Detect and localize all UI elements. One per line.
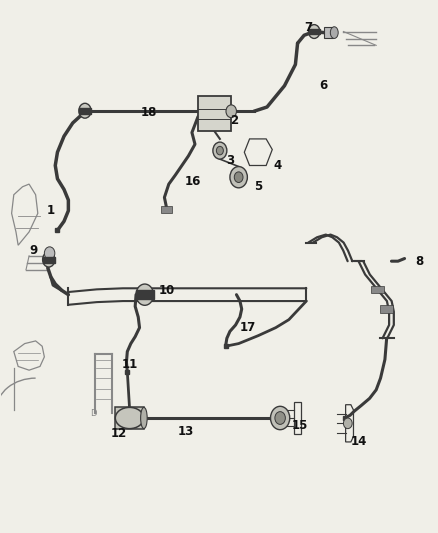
Circle shape	[44, 247, 55, 260]
Text: D: D	[90, 409, 97, 418]
Text: 3: 3	[226, 154, 234, 167]
Circle shape	[216, 147, 223, 155]
Text: 18: 18	[141, 106, 157, 119]
Circle shape	[226, 105, 237, 118]
Circle shape	[136, 284, 153, 305]
Text: 15: 15	[292, 419, 308, 432]
Text: 4: 4	[274, 159, 282, 172]
Circle shape	[230, 166, 247, 188]
Text: 12: 12	[110, 427, 127, 440]
Circle shape	[42, 252, 55, 267]
Text: 2: 2	[230, 114, 238, 127]
Text: 8: 8	[416, 255, 424, 268]
Circle shape	[79, 103, 91, 118]
Circle shape	[343, 418, 352, 429]
Text: 7: 7	[304, 21, 313, 34]
Bar	[161, 206, 172, 213]
Bar	[42, 256, 55, 263]
Bar	[115, 407, 144, 429]
Text: 17: 17	[239, 321, 255, 334]
Bar	[198, 96, 231, 132]
Text: 13: 13	[178, 425, 194, 438]
Bar	[308, 29, 320, 34]
Bar	[136, 290, 153, 299]
Ellipse shape	[141, 407, 147, 429]
Bar	[371, 286, 384, 293]
Bar	[324, 27, 332, 38]
Text: 9: 9	[29, 244, 38, 257]
Ellipse shape	[330, 27, 338, 38]
Circle shape	[271, 406, 290, 430]
Circle shape	[234, 172, 243, 182]
Text: 6: 6	[320, 79, 328, 92]
Text: 5: 5	[254, 180, 262, 193]
Text: 16: 16	[184, 175, 201, 188]
Text: 11: 11	[121, 358, 138, 372]
Circle shape	[308, 25, 320, 38]
Text: 10: 10	[159, 284, 175, 297]
Bar	[79, 108, 91, 114]
Circle shape	[213, 142, 227, 159]
Text: 14: 14	[350, 435, 367, 448]
Ellipse shape	[115, 407, 144, 429]
Text: 1: 1	[47, 204, 55, 217]
Bar	[380, 305, 393, 313]
Circle shape	[275, 411, 286, 424]
